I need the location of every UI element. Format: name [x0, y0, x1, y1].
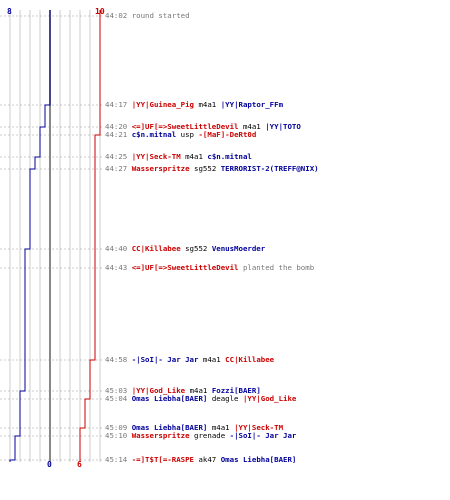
- event-killer: |YY|Guinea_Pig: [131, 100, 194, 109]
- event-killer: Wasserspritze: [131, 431, 190, 440]
- event-killer: Omas Liebha[BAER]: [131, 394, 208, 403]
- event-time: 45:03: [105, 386, 128, 395]
- event-time: 44:20: [105, 122, 128, 131]
- event-time: 45:09: [105, 423, 128, 432]
- event-victim: |YY|TOTO: [265, 122, 301, 131]
- event-row: 45:10 Wasserspritze grenade -|SoI|- Jar …: [105, 431, 296, 441]
- event-killer: |YY|Seck-TM: [131, 152, 181, 161]
- event-weapon: m4a1: [198, 100, 217, 109]
- alive-players-graph: [0, 10, 104, 462]
- event-killer: -|SoI|- Jar Jar: [131, 355, 199, 364]
- event-killer: -=]T$T[=-RASPE: [131, 455, 194, 464]
- t-start-count: 10: [95, 7, 105, 16]
- t-end-count: 6: [77, 460, 82, 469]
- event-row: 44:21 c$n.mitnal usp -[MaF]-DeRt0d: [105, 130, 256, 140]
- event-weapon: m4a1: [189, 386, 208, 395]
- event-victim: |YY|Raptor_FFm: [220, 100, 284, 109]
- event-weapon: m4a1: [185, 152, 203, 161]
- event-victim: c$n.mitnal: [207, 152, 252, 161]
- event-weapon: usp: [180, 130, 195, 139]
- event-player: <=]UF[=>SweetLittleDevil: [131, 263, 239, 272]
- event-row: 45:03 |YY|God_Like m4a1 Fozzi[BAER]: [105, 386, 261, 396]
- ct-end-count: 0: [47, 460, 52, 469]
- event-time: 44:17: [105, 100, 128, 109]
- event-weapon: sg552: [185, 244, 208, 253]
- event-info: round started: [131, 11, 190, 20]
- ct-start-count: 8: [7, 7, 12, 16]
- event-time: 44:40: [105, 244, 128, 253]
- event-weapon: grenade: [194, 431, 226, 440]
- event-weapon: deagle: [211, 394, 239, 403]
- event-victim: |YY|Seck-TM: [234, 423, 284, 432]
- event-victim: TERRORIST-2(TREFF@NIX): [220, 164, 319, 173]
- event-victim: |YY|God_Like: [242, 394, 297, 403]
- event-victim: -|SoI|- Jar Jar: [229, 431, 297, 440]
- event-killer: Omas Liebha[BAER]: [131, 423, 208, 432]
- event-time: 44:21: [105, 130, 128, 139]
- event-row: 44:25 |YY|Seck-TM m4a1 c$n.mitnal: [105, 152, 252, 162]
- event-row: 44:17 |YY|Guinea_Pig m4a1 |YY|Raptor_FFm: [105, 100, 283, 110]
- event-row: 44:20 <=]UF[=>SweetLittleDevil m4a1 |YY|…: [105, 122, 301, 132]
- event-killer: |YY|God_Like: [131, 386, 186, 395]
- ct-alive-line: [9, 10, 51, 462]
- event-killer: CC|Killabee: [131, 244, 181, 253]
- event-weapon: ak47: [198, 455, 217, 464]
- event-time: 45:04: [105, 394, 128, 403]
- event-row: 44:58 -|SoI|- Jar Jar m4a1 CC|Killabee: [105, 355, 274, 365]
- event-weapon: sg552: [194, 164, 217, 173]
- event-killer: Wasserspritze: [131, 164, 190, 173]
- event-weapon: m4a1: [211, 423, 230, 432]
- event-row: 45:14 -=]T$T[=-RASPE ak47 Omas Liebha[BA…: [105, 455, 296, 465]
- event-row: 44:40 CC|Killabee sg552 VenusMoerder: [105, 244, 265, 254]
- event-victim: Fozzi[BAER]: [211, 386, 261, 395]
- event-weapon: m4a1: [202, 355, 221, 364]
- event-tick-marks: [0, 15, 104, 461]
- event-weapon: m4a1: [242, 122, 261, 131]
- event-time: 44:43: [105, 263, 128, 272]
- event-row: 45:09 Omas Liebha[BAER] m4a1 |YY|Seck-TM: [105, 423, 283, 433]
- event-killer: <=]UF[=>SweetLittleDevil: [131, 122, 239, 131]
- grid-lines: [9, 10, 101, 462]
- event-time: 44:27: [105, 164, 128, 173]
- event-row: 44:27 Wasserspritze sg552 TERRORIST-2(TR…: [105, 164, 319, 174]
- event-victim: VenusMoerder: [211, 244, 266, 253]
- event-row: 44:02 round started: [105, 11, 190, 21]
- t-alive-line: [79, 10, 101, 462]
- event-time: 44:02: [105, 11, 128, 20]
- event-victim: -[MaF]-DeRt0d: [198, 130, 257, 139]
- event-info: planted the bomb: [242, 263, 315, 272]
- event-killer: c$n.mitnal: [131, 130, 177, 139]
- event-time: 45:14: [105, 455, 128, 464]
- event-time: 44:25: [105, 152, 128, 161]
- event-time: 44:58: [105, 355, 128, 364]
- event-victim: Omas Liebha[BAER]: [220, 455, 297, 464]
- event-victim: CC|Killabee: [225, 355, 275, 364]
- event-row: 45:04 Omas Liebha[BAER] deagle |YY|God_L…: [105, 394, 296, 404]
- event-time: 45:10: [105, 431, 128, 440]
- event-row: 44:43 <=]UF[=>SweetLittleDevil planted t…: [105, 263, 314, 273]
